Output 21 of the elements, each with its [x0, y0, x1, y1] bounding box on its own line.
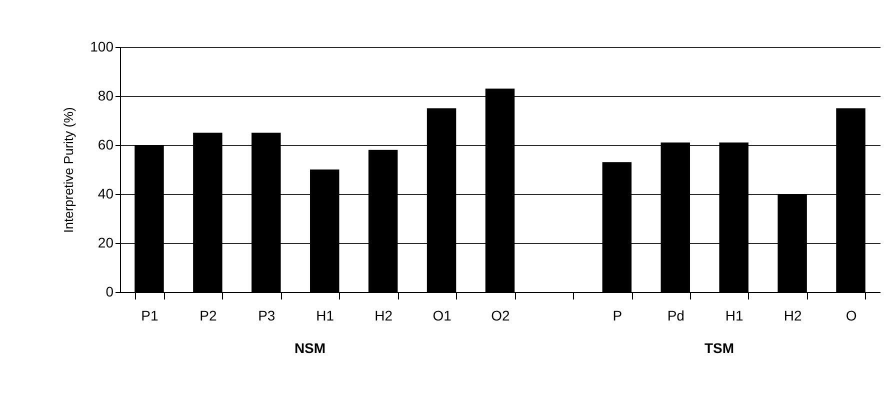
x-tick-label: P2	[200, 308, 217, 324]
y-axis-title: Interpretive Purity (%)	[61, 107, 76, 233]
x-tick-label: H1	[725, 308, 744, 324]
x-tick-label: H2	[374, 308, 393, 324]
text: NSM	[294, 340, 326, 356]
x-tick-label: H1	[316, 308, 334, 324]
y-tick-label: 100	[90, 38, 114, 54]
text: TSM	[704, 340, 734, 356]
x-tick-label: O2	[491, 308, 510, 324]
x-tick-label: O	[846, 308, 857, 324]
x-tick-label: P1	[141, 308, 159, 324]
y-tick-label: 40	[98, 186, 114, 202]
y-tick-label: 0	[106, 284, 114, 300]
y-tick-label: 60	[98, 136, 114, 152]
y-tick-label: 80	[98, 88, 114, 104]
x-tick-label: Pd	[667, 308, 684, 324]
x-tick-label: P3	[258, 308, 276, 324]
y-tick-label: 20	[98, 234, 114, 250]
x-tick-label: H2	[784, 308, 802, 324]
x-tick-label: O1	[432, 308, 452, 324]
x-tick-label: P	[612, 308, 622, 324]
